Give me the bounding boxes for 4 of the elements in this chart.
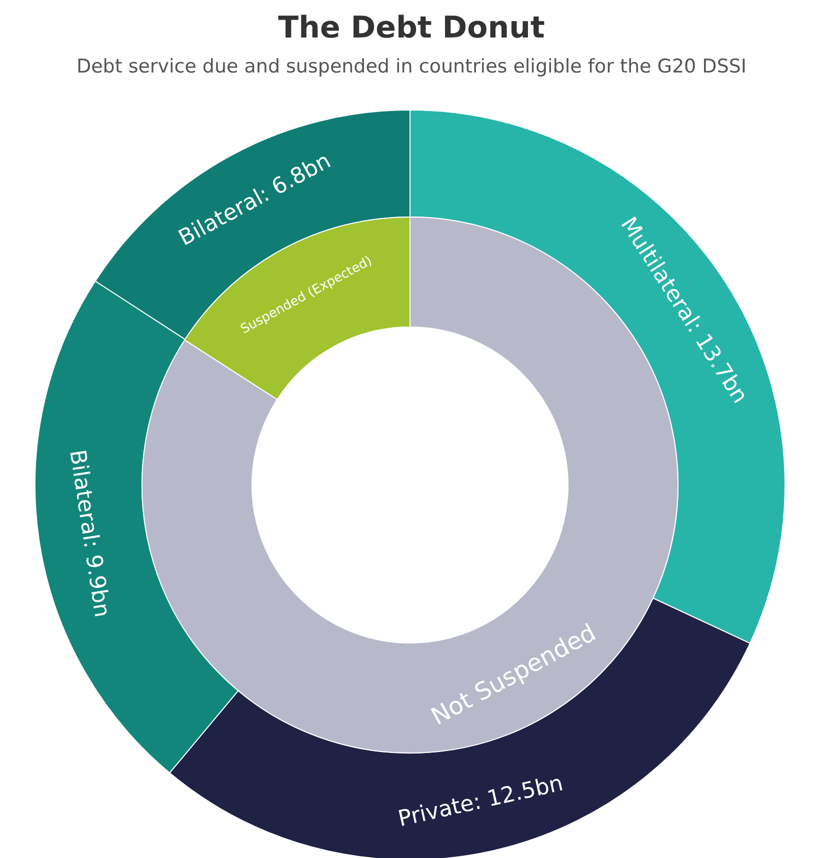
chart-subtitle: Debt service due and suspended in countries eligible for the G20 DSSI [76, 56, 747, 78]
slice-label: Bilateral: 9.9bn [64, 448, 114, 619]
chart-title: The Debt Donut [278, 10, 545, 46]
slice-label: Private: 12.5bn [396, 771, 566, 832]
